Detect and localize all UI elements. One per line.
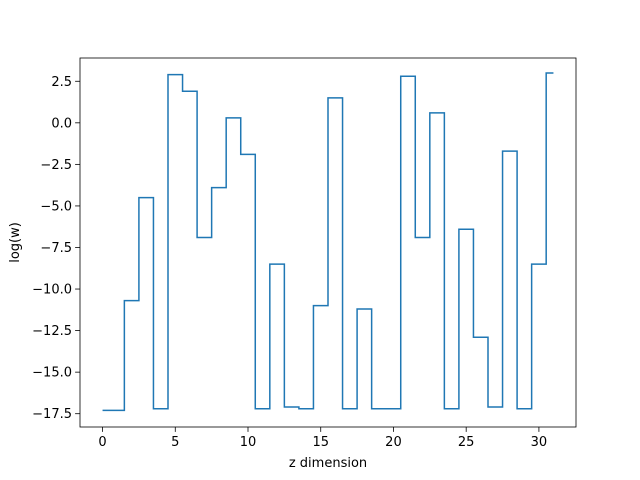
series-line-0: [102, 72, 554, 412]
y-tick-label: −2.5: [40, 158, 72, 173]
axes-frame: [79, 57, 577, 428]
x-axis-ticks: 0 5 10 15 20 25 30: [98, 427, 547, 450]
y-tick-label: −5.0: [40, 199, 72, 214]
y-tick-label: 0.0: [51, 116, 72, 131]
y-tick-label: 2.5: [51, 75, 72, 90]
x-tick-label: 5: [171, 435, 179, 450]
axes-layer: [79, 57, 577, 428]
y-axis-ticks: −17.5 −15.0 −12.5 −10.0 −7.5 −5.0 −2.5 0.0 2.5: [32, 75, 80, 422]
y-tick-label: −12.5: [32, 324, 72, 339]
x-tick-label: 30: [531, 435, 548, 450]
y-tick-label: −17.5: [32, 407, 72, 422]
y-tick-label: −10.0: [32, 283, 72, 298]
series-layer: [102, 72, 554, 412]
x-tick-label: 25: [458, 435, 475, 450]
x-tick-label: 0: [98, 435, 106, 450]
y-tick-label: −15.0: [32, 366, 72, 381]
y-tick-label: −7.5: [40, 241, 72, 256]
x-tick-label: 20: [385, 435, 402, 450]
x-tick-label: 10: [240, 435, 257, 450]
x-tick-label: 15: [312, 435, 329, 450]
y-axis-label: log(w): [8, 222, 23, 263]
x-axis-label: z dimension: [289, 456, 367, 471]
